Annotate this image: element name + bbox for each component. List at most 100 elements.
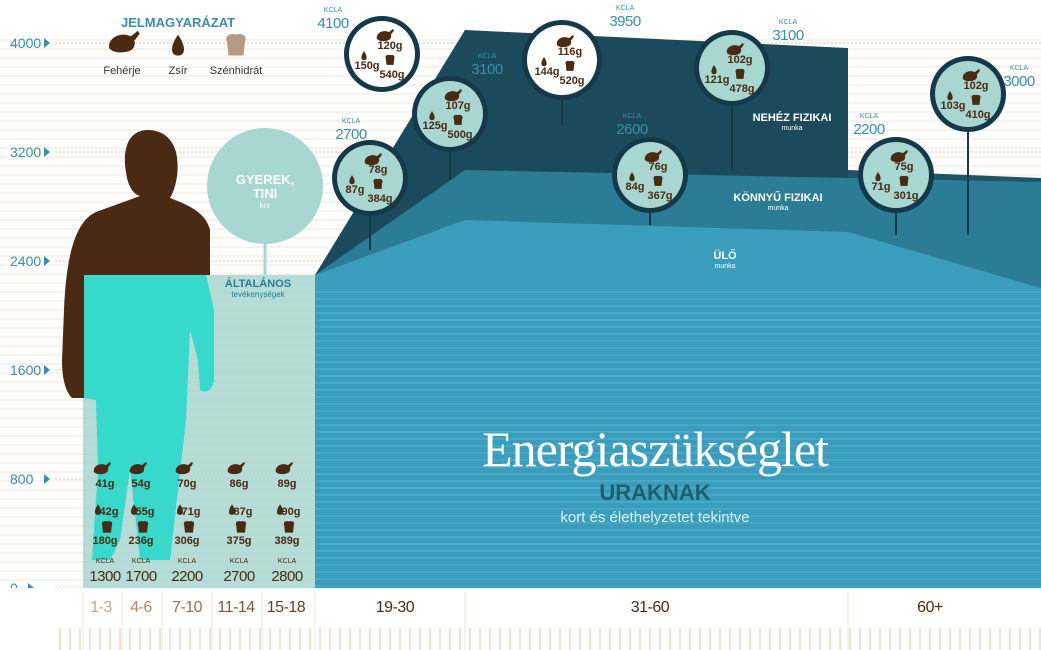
fat-value: 71g <box>182 506 201 518</box>
man-upper-body <box>62 130 210 398</box>
chicken-icon <box>726 42 744 56</box>
kcal-unit: KCLA <box>324 7 343 14</box>
protein-value: 120g <box>377 40 402 52</box>
drop-icon <box>629 172 635 182</box>
chicken-body <box>364 155 380 166</box>
nutrient-circle-inner <box>349 21 415 87</box>
chicken-body <box>444 91 460 102</box>
y-tick-arrow <box>44 474 50 484</box>
x-tick-label: 1-3 <box>90 599 112 616</box>
protein-value: 41g <box>96 478 115 490</box>
nutrient-circle-inner <box>337 145 403 211</box>
chicken-leg <box>141 461 147 468</box>
chicken-icon <box>556 34 574 48</box>
bread-shape <box>183 521 195 533</box>
chicken-leg <box>568 34 574 41</box>
chicken-leg <box>287 461 293 468</box>
bread-shape <box>453 114 463 125</box>
adult-values: 78g87g384gKCLA2700107g125g500gKCLA310012… <box>317 5 1035 250</box>
x-axis: 1-3 4-6 7-10 11-14 15-18 19-30 31-60 60+ <box>0 588 1041 650</box>
bread-shape <box>735 68 745 79</box>
kcal-unit: KCLA <box>860 113 879 120</box>
fat-value: 87g <box>234 506 253 518</box>
carb-value: 236g <box>128 535 153 547</box>
protein-value: 116g <box>558 46 582 58</box>
heavy-label: NEHÉZ FIZIKAI <box>753 111 832 124</box>
chicken-icon <box>275 461 293 475</box>
bread-shape <box>235 521 247 533</box>
protein-value: 102g <box>963 80 988 92</box>
bread-shape <box>373 178 383 189</box>
kcal-value: 1700 <box>125 568 157 585</box>
nutrient-circle-inner <box>699 35 765 101</box>
carb-value: 375g <box>226 535 251 547</box>
chicken-leg <box>187 461 193 468</box>
light-sub: munka <box>767 205 788 212</box>
drop-icon <box>177 504 183 515</box>
bread-shape <box>971 94 981 105</box>
x-tick-label: 31-60 <box>631 599 670 616</box>
fat-value: 42g <box>100 506 119 518</box>
teen-label: TINI <box>253 186 278 201</box>
y-tick-label: 800 <box>10 471 34 487</box>
y-tick-label: 4000 <box>10 35 41 51</box>
kcal-value: 4100 <box>317 15 349 32</box>
bread-shape <box>101 521 113 533</box>
fat-value: 55g <box>136 506 155 518</box>
carb-value: 384g <box>367 193 392 205</box>
chart-subtitle: URAKNAK <box>599 480 710 505</box>
drop-icon <box>947 91 953 101</box>
kcal-value: 2700 <box>335 126 367 143</box>
kcal-value: 2200 <box>853 121 885 138</box>
chicken-icon <box>962 68 980 82</box>
carb-value: 389g <box>274 535 299 547</box>
x-tick-label: 15-18 <box>267 599 306 616</box>
legend-item-label: Fehérje <box>103 65 140 77</box>
carb-value: 367g <box>647 190 672 202</box>
drop-icon <box>95 504 101 515</box>
chicken-body <box>726 45 742 56</box>
legend-item-label: Szénhidrát <box>210 65 263 77</box>
carb-value: 306g <box>174 535 199 547</box>
protein-value: 86g <box>230 478 249 490</box>
protein-value: 89g <box>278 478 297 490</box>
protein-value: 54g <box>132 478 151 490</box>
nutrient-circle-inner <box>935 61 1001 127</box>
drop-icon <box>361 51 367 61</box>
kcal-unit: KCLA <box>779 19 798 26</box>
bread-shape <box>899 175 909 186</box>
fat-value: 150g <box>354 60 379 72</box>
kcal-value: 3100 <box>471 61 503 78</box>
chicken-body <box>275 464 291 475</box>
x-tick-label: 4-6 <box>130 599 152 616</box>
chicken-body <box>644 152 660 163</box>
bread-icon <box>137 521 149 533</box>
bread-icon <box>899 175 909 186</box>
carb-value: 301g <box>893 190 918 202</box>
bread-icon <box>453 114 463 125</box>
chicken-icon <box>109 30 140 53</box>
x-tick-label: 60+ <box>917 599 943 616</box>
kcal-unit: KCLA <box>1010 65 1029 72</box>
legend-item-label: Zsír <box>169 65 188 77</box>
carb-value: 180g <box>92 535 117 547</box>
chart-caption: kort és élethelyzetet tekintve <box>560 509 749 526</box>
chicken-leg <box>376 152 382 159</box>
legend: JELMAGYARÁZAT Fehérje Zsír Szénhidrát <box>103 15 262 77</box>
light-label: KÖNNYŰ FIZIKAI <box>733 191 822 204</box>
chicken-icon <box>93 461 111 475</box>
fat-value: 103g <box>940 100 965 112</box>
chicken-body <box>227 464 243 475</box>
chicken-leg <box>130 30 140 41</box>
bread-icon <box>735 68 745 79</box>
drop-icon <box>277 504 283 515</box>
chicken-leg <box>388 28 394 35</box>
chicken-leg <box>974 68 980 75</box>
x-tick-label: 19-30 <box>376 599 415 616</box>
chicken-leg <box>656 149 662 156</box>
carb-value: 478g <box>729 83 754 95</box>
drop-icon <box>172 34 184 56</box>
teen-sub: kor <box>259 201 270 210</box>
bread-icon <box>235 521 247 533</box>
